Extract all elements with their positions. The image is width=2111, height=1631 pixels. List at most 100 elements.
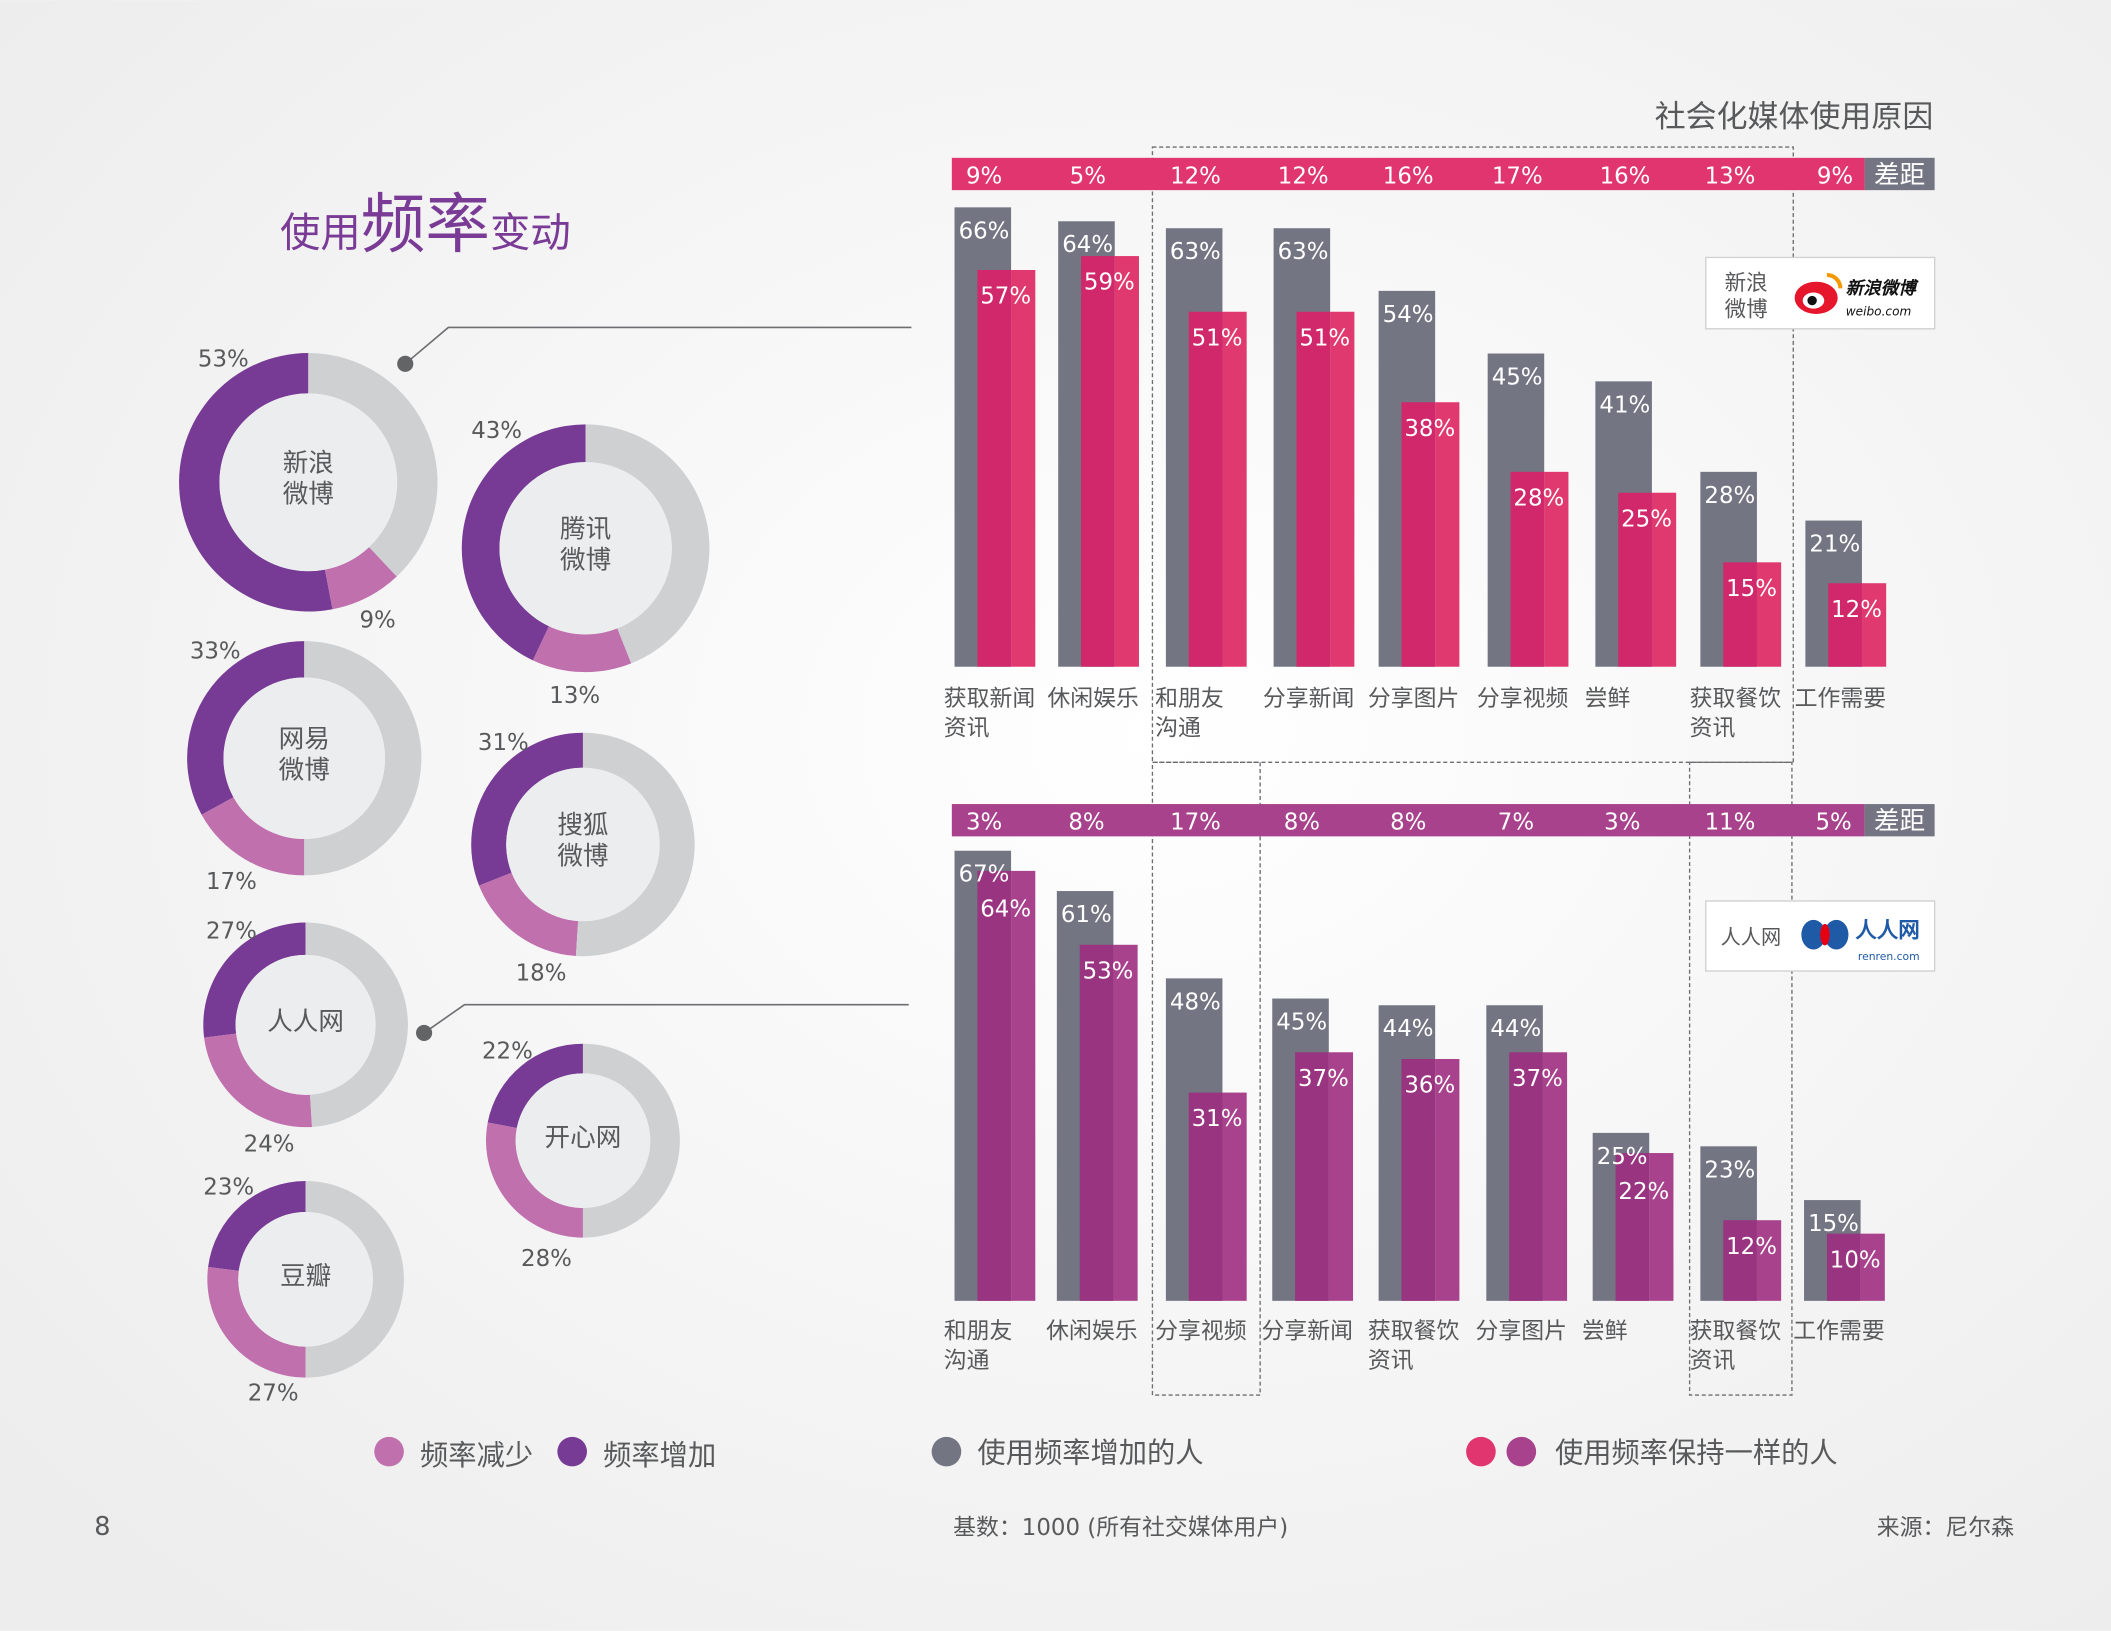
bar-increased-label: 67% bbox=[959, 862, 1010, 888]
bar-same-label: 15% bbox=[1726, 576, 1777, 602]
legend-decrease-swatch bbox=[374, 1436, 404, 1467]
connector-renren bbox=[416, 1003, 909, 1042]
highlight-box-dining bbox=[1688, 761, 1793, 1396]
donut-4: 搜狐微博 31% 18% bbox=[471, 730, 695, 986]
gap-band bbox=[951, 157, 1865, 191]
gap-value: 8% bbox=[1068, 810, 1104, 836]
bar-same-overlap bbox=[1510, 471, 1545, 667]
bar-group: 9% 21% 12% 工作需要 bbox=[1795, 163, 1887, 712]
bar-same bbox=[1544, 471, 1569, 667]
gap-value: 17% bbox=[1492, 163, 1543, 189]
donut-increase-segment bbox=[187, 641, 305, 815]
donut-center bbox=[223, 677, 386, 840]
bar-same-overlap bbox=[1401, 402, 1436, 667]
bar-same bbox=[1330, 311, 1355, 667]
title-big: 频率 bbox=[361, 188, 490, 263]
right-legend: 使用频率增加的人 使用频率保持一样的人 bbox=[931, 1436, 1838, 1469]
donut-decrease-segment bbox=[201, 797, 305, 876]
donut-rest-segment bbox=[305, 1181, 404, 1378]
donut-rest-segment bbox=[585, 424, 710, 664]
donut-decrease-label: 24% bbox=[244, 1131, 295, 1157]
donut-decrease-segment bbox=[479, 872, 579, 956]
gap-value: 13% bbox=[1705, 163, 1756, 189]
bar-same bbox=[1114, 256, 1139, 667]
bar-increased-label: 48% bbox=[1170, 989, 1221, 1015]
right-title: 社会化媒体使用原因 bbox=[1655, 99, 1934, 135]
donut-decrease-label: 27% bbox=[248, 1380, 299, 1406]
bar-group: 16% 41% 25% 尝鲜 bbox=[1585, 163, 1677, 712]
bar-group: 3% 25% 22% 尝鲜 bbox=[1582, 810, 1674, 1345]
bar-increased-label: 45% bbox=[1276, 1009, 1327, 1035]
donut-increase-label: 31% bbox=[478, 730, 529, 756]
bar-same bbox=[1222, 311, 1247, 667]
donut-increase-label: 23% bbox=[203, 1174, 254, 1200]
donut-center bbox=[235, 954, 376, 1095]
bar-same-overlap bbox=[1079, 944, 1114, 1301]
bar-same-overlap bbox=[1723, 562, 1757, 667]
gap-value: 16% bbox=[1383, 163, 1434, 189]
highlight-box-top bbox=[1151, 146, 1794, 763]
donut-name-box: 开心网 bbox=[544, 1122, 622, 1153]
bar-group: 16% 54% 38% 分享图片 bbox=[1368, 163, 1460, 712]
donut-increase-label: 43% bbox=[471, 418, 522, 444]
footer-base: 基数：1000 (所有社交媒体用户) bbox=[953, 1515, 1288, 1541]
sina-caption-1: 新浪 bbox=[1725, 271, 1768, 296]
donut-6: 开心网 22% 28% bbox=[482, 1039, 680, 1272]
category-label: 尝鲜 bbox=[1585, 686, 1631, 712]
donut-name: 开心网 bbox=[544, 1122, 622, 1153]
gap-value: 9% bbox=[966, 163, 1002, 189]
legend-increased-swatch bbox=[931, 1436, 962, 1467]
category-label: 尝鲜 bbox=[1582, 1319, 1628, 1345]
bar-group: 5% 64% 59% 休闲娱乐 bbox=[1047, 163, 1139, 712]
gap-value: 8% bbox=[1284, 810, 1320, 836]
donut-name: 网易微博 bbox=[278, 724, 330, 786]
legend-same-swatch-pink bbox=[1466, 1436, 1496, 1467]
donut-center bbox=[238, 1211, 373, 1347]
category-label: 资讯 bbox=[944, 715, 990, 741]
donut-decrease-segment bbox=[532, 626, 632, 673]
bar-same bbox=[1542, 1052, 1568, 1301]
category-label: 获取餐饮 bbox=[1368, 1319, 1460, 1345]
donut-decrease-label: 28% bbox=[521, 1246, 572, 1272]
category-label: 获取新闻 bbox=[944, 686, 1036, 712]
bar-same bbox=[1222, 1092, 1247, 1301]
donut-decrease-label: 18% bbox=[516, 960, 567, 986]
donut-rest-segment bbox=[304, 641, 422, 876]
donut-decrease-label: 17% bbox=[206, 869, 257, 895]
bar-same bbox=[1860, 1233, 1885, 1301]
bar-same-label: 25% bbox=[1621, 506, 1672, 532]
donut-rest-segment bbox=[575, 732, 695, 957]
category-label: 沟通 bbox=[944, 1348, 990, 1374]
bar-same-label: 57% bbox=[980, 284, 1031, 310]
category-label: 资讯 bbox=[1368, 1348, 1414, 1374]
category-label: 分享新闻 bbox=[1263, 686, 1355, 712]
gap-value: 8% bbox=[1390, 810, 1426, 836]
bar-same-overlap bbox=[1081, 256, 1115, 667]
donut-name-box: 腾讯微博 bbox=[560, 515, 611, 576]
category-label: 获取餐饮 bbox=[1690, 686, 1782, 712]
donut-2: 腾讯微博 43% 13% bbox=[461, 418, 710, 709]
legend-same-swatch-purple bbox=[1506, 1436, 1537, 1467]
bar-increased-label: 61% bbox=[1061, 902, 1112, 928]
gap-header-box bbox=[1864, 157, 1935, 191]
donut-center bbox=[515, 1073, 651, 1208]
category-label: 沟通 bbox=[1155, 715, 1201, 741]
bar-group: 17% 48% 31% 分享视频 bbox=[1155, 810, 1247, 1345]
donut-1: 新浪微博 53% 9% bbox=[179, 347, 438, 634]
renren-logo-sub: renren.com bbox=[1858, 950, 1920, 963]
donut-rest-segment bbox=[308, 353, 438, 577]
donut-center bbox=[506, 767, 660, 922]
donut-decrease-label: 9% bbox=[359, 608, 395, 634]
bar-increased-label: 45% bbox=[1492, 364, 1543, 390]
renren-logo-box: 人人网 人人网 renren.com bbox=[1705, 900, 1936, 972]
legend-increased-label: 使用频率增加的人 bbox=[977, 1436, 1203, 1469]
bar-same bbox=[1649, 1153, 1674, 1301]
bar-same-overlap bbox=[1188, 311, 1223, 667]
donut-increase-segment bbox=[203, 922, 306, 1038]
donut-increase-segment bbox=[461, 424, 586, 661]
